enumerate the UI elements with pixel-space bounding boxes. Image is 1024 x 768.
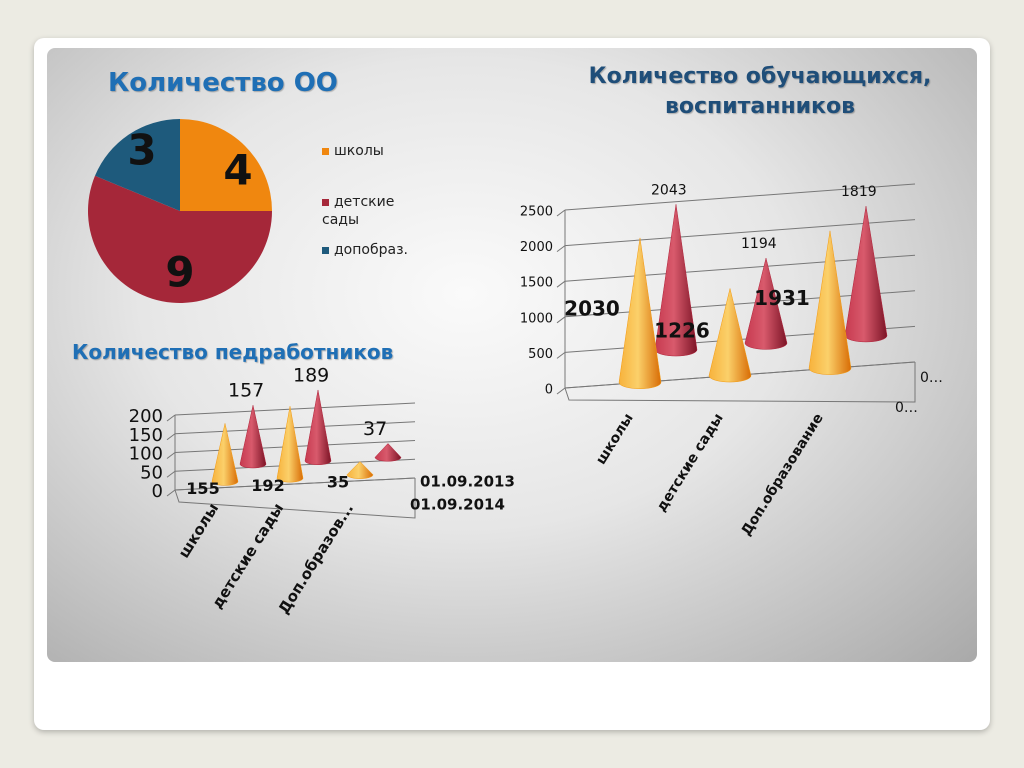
data-label: 192	[251, 476, 284, 495]
grid-line	[166, 433, 176, 441]
grid-line	[564, 219, 916, 247]
grid-line	[564, 183, 916, 211]
data-label: 3	[127, 126, 156, 175]
x-tick-label: школы	[175, 500, 223, 561]
legend-label: 01.09.2013	[420, 473, 515, 491]
data-label: 189	[293, 364, 329, 386]
y-tick-label: 0	[545, 383, 553, 398]
cone	[808, 230, 852, 375]
pie-slice	[95, 119, 180, 211]
grid-line	[556, 387, 566, 395]
pie-slice	[88, 175, 273, 304]
cone	[374, 443, 402, 462]
cone	[304, 389, 332, 465]
legend-label: допобраз.	[334, 242, 408, 258]
grid-line	[556, 351, 566, 359]
data-label: 9	[165, 248, 194, 297]
grid-line	[166, 470, 176, 478]
chart-title: Количество обучающихся, воспитанников	[588, 64, 932, 119]
data-label: 2043	[651, 182, 687, 198]
legend-entry: школы	[322, 142, 412, 160]
cone	[346, 461, 374, 479]
y-tick-label: 100	[129, 444, 163, 465]
data-label: 37	[363, 418, 387, 440]
grid-line	[166, 452, 176, 459]
data-label: 4	[223, 146, 252, 195]
data-label: 1819	[841, 184, 877, 200]
grid-line	[556, 209, 566, 217]
y-tick-label: 50	[140, 462, 163, 483]
legend-entry: допобраз.	[322, 241, 412, 259]
grid-line	[556, 245, 566, 253]
x-tick-label: Доп.образование	[739, 411, 827, 539]
y-tick-label: 2500	[520, 205, 553, 220]
grid-line	[564, 254, 916, 282]
y-tick-label: 1000	[520, 311, 553, 326]
cone	[744, 257, 788, 350]
data-label: 157	[228, 380, 264, 402]
axis-floor	[174, 478, 416, 519]
legend-swatch	[322, 246, 329, 254]
legend-label: 0…	[920, 370, 943, 386]
cone	[239, 405, 267, 469]
cone	[276, 406, 304, 483]
x-tick-label: школы	[593, 411, 637, 468]
legend-entry: детские сады	[322, 193, 412, 229]
data-label: 1194	[741, 236, 777, 252]
x-tick-label: детские сады	[208, 500, 287, 612]
legend-label: 0…	[895, 400, 918, 416]
y-tick-label: 1500	[520, 276, 553, 291]
legend-label: детские сады	[322, 194, 395, 228]
axis-floor	[564, 362, 916, 403]
chart-title: Количество ОО	[108, 68, 338, 98]
grid-line	[166, 414, 176, 422]
cone	[844, 206, 888, 343]
y-tick-label: 0	[152, 481, 163, 502]
chart-title: Количество педработников	[72, 340, 394, 364]
x-tick-label: детские сады	[654, 411, 727, 515]
grid-line	[174, 402, 416, 416]
data-label: 1226	[654, 319, 710, 343]
cone	[654, 204, 698, 357]
data-label: 35	[327, 472, 349, 491]
legend-label: школы	[334, 143, 384, 159]
x-tick-label: Доп.образов...	[275, 500, 358, 617]
grid-line	[556, 316, 566, 324]
y-tick-label: 150	[129, 425, 163, 446]
cone	[618, 237, 662, 389]
grid-line	[174, 477, 416, 491]
legend-swatch	[322, 198, 329, 206]
pie-slice	[180, 119, 272, 211]
legend-label: 01.09.2014	[410, 496, 505, 514]
cone	[708, 288, 752, 383]
y-tick-label: 2000	[520, 240, 553, 255]
grid-line	[174, 421, 416, 435]
y-tick-label: 200	[129, 406, 163, 427]
grid-line	[556, 280, 566, 288]
grid-line	[166, 489, 176, 497]
cone	[211, 423, 239, 486]
data-label: 155	[186, 479, 219, 498]
legend-swatch	[322, 147, 329, 155]
data-label: 1931	[754, 286, 810, 310]
data-label: 2030	[564, 297, 620, 321]
y-tick-label: 500	[528, 347, 553, 362]
